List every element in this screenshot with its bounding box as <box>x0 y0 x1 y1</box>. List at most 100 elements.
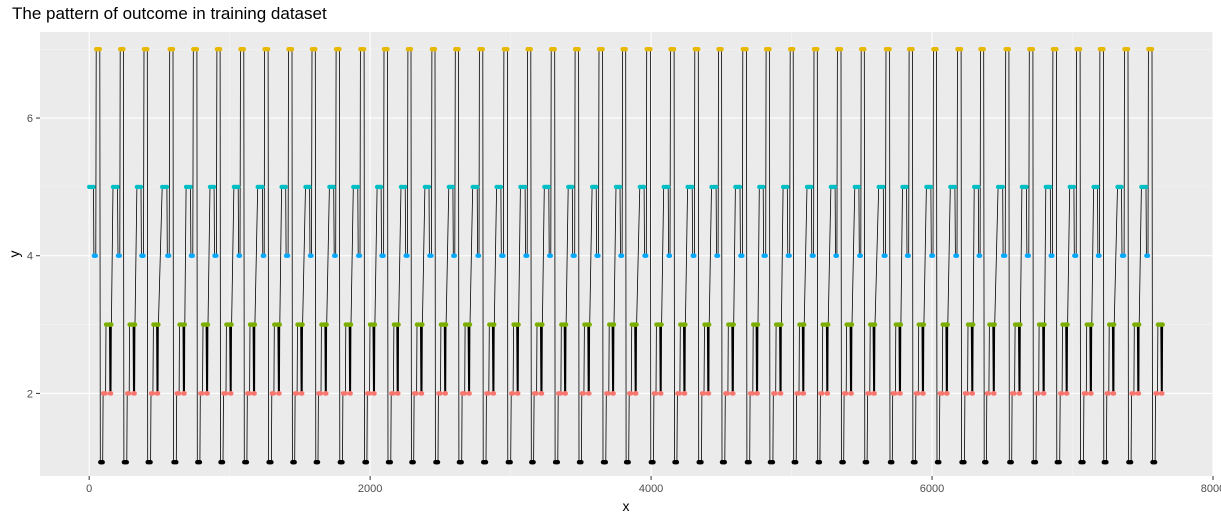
data-point <box>883 253 888 258</box>
data-point <box>396 322 401 327</box>
y-tick-label: 4 <box>27 251 33 263</box>
data-point <box>223 391 229 396</box>
data-point <box>1104 460 1109 465</box>
data-point <box>432 47 438 52</box>
data-point <box>682 391 688 396</box>
data-point <box>269 460 274 465</box>
data-point <box>1084 391 1089 396</box>
data-point <box>548 253 553 258</box>
data-point <box>970 391 976 396</box>
data-point <box>606 391 611 396</box>
data-point <box>516 391 521 396</box>
data-point <box>438 391 443 396</box>
data-point <box>307 184 312 190</box>
data-point <box>145 47 150 52</box>
data-point <box>587 322 592 327</box>
x-tick-label: 6000 <box>920 483 944 495</box>
data-point <box>864 460 870 465</box>
data-point <box>138 184 144 190</box>
data-point <box>539 391 545 396</box>
data-point <box>690 184 695 190</box>
data-point <box>277 322 282 327</box>
x-tick-label: 0 <box>86 483 92 495</box>
data-point <box>965 391 970 396</box>
data-point <box>486 391 491 396</box>
data-point <box>1018 322 1023 327</box>
data-point <box>794 460 799 465</box>
data-point <box>1077 47 1083 52</box>
data-point <box>148 460 153 465</box>
data-point <box>357 253 363 258</box>
data-point <box>787 253 792 258</box>
data-point <box>699 460 704 465</box>
data-point <box>237 253 243 258</box>
data-point <box>190 253 195 258</box>
data-point <box>1125 47 1131 52</box>
data-point <box>811 253 816 258</box>
data-point <box>701 391 707 396</box>
data-point <box>141 253 146 258</box>
data-point <box>916 391 921 396</box>
data-point <box>563 391 568 396</box>
data-point <box>881 184 886 190</box>
data-point <box>1003 253 1008 258</box>
data-point <box>414 391 419 396</box>
data-point <box>796 391 802 396</box>
data-point <box>619 253 625 258</box>
data-point <box>1050 253 1055 258</box>
data-point <box>785 184 790 190</box>
data-point <box>930 253 936 258</box>
data-point <box>1106 391 1112 396</box>
data-point <box>492 322 497 327</box>
data-point <box>581 391 587 396</box>
data-point <box>182 391 187 396</box>
data-point <box>1036 391 1041 396</box>
data-point <box>531 460 536 465</box>
data-point <box>355 184 360 190</box>
data-point <box>121 47 126 52</box>
data-point <box>510 391 516 396</box>
y-axis-title: y <box>6 251 22 258</box>
data-point <box>1065 391 1070 396</box>
data-point <box>205 391 210 396</box>
data-point <box>921 322 927 327</box>
data-point <box>426 184 432 190</box>
data-point <box>108 391 114 396</box>
data-point <box>576 47 581 52</box>
data-point <box>164 184 170 190</box>
data-point <box>815 47 820 52</box>
data-point <box>641 184 647 190</box>
data-point <box>91 184 96 190</box>
data-point <box>713 184 719 190</box>
data-point <box>719 47 724 52</box>
data-point <box>435 460 441 465</box>
data-point <box>594 184 599 190</box>
data-point <box>634 322 639 327</box>
data-point <box>540 322 545 327</box>
data-point <box>443 391 448 396</box>
data-point <box>809 184 814 190</box>
data-point <box>167 253 172 258</box>
data-point <box>378 184 384 190</box>
data-point <box>731 322 736 327</box>
y-axis: 2 4 6 <box>27 113 40 400</box>
data-point <box>1128 460 1134 465</box>
data-point <box>271 391 277 396</box>
data-point <box>396 391 401 396</box>
data-point <box>459 460 464 465</box>
data-point <box>841 460 846 465</box>
data-point <box>1111 391 1117 396</box>
data-point <box>862 47 867 52</box>
data-point <box>611 322 617 327</box>
data-point <box>954 253 960 258</box>
data-point <box>779 391 784 396</box>
data-point <box>205 322 211 327</box>
data-point <box>791 47 796 52</box>
data-point <box>1149 47 1155 52</box>
data-point <box>93 253 99 258</box>
data-point <box>337 47 342 52</box>
data-point <box>476 253 482 258</box>
data-point <box>683 322 688 327</box>
data-point <box>348 322 354 327</box>
